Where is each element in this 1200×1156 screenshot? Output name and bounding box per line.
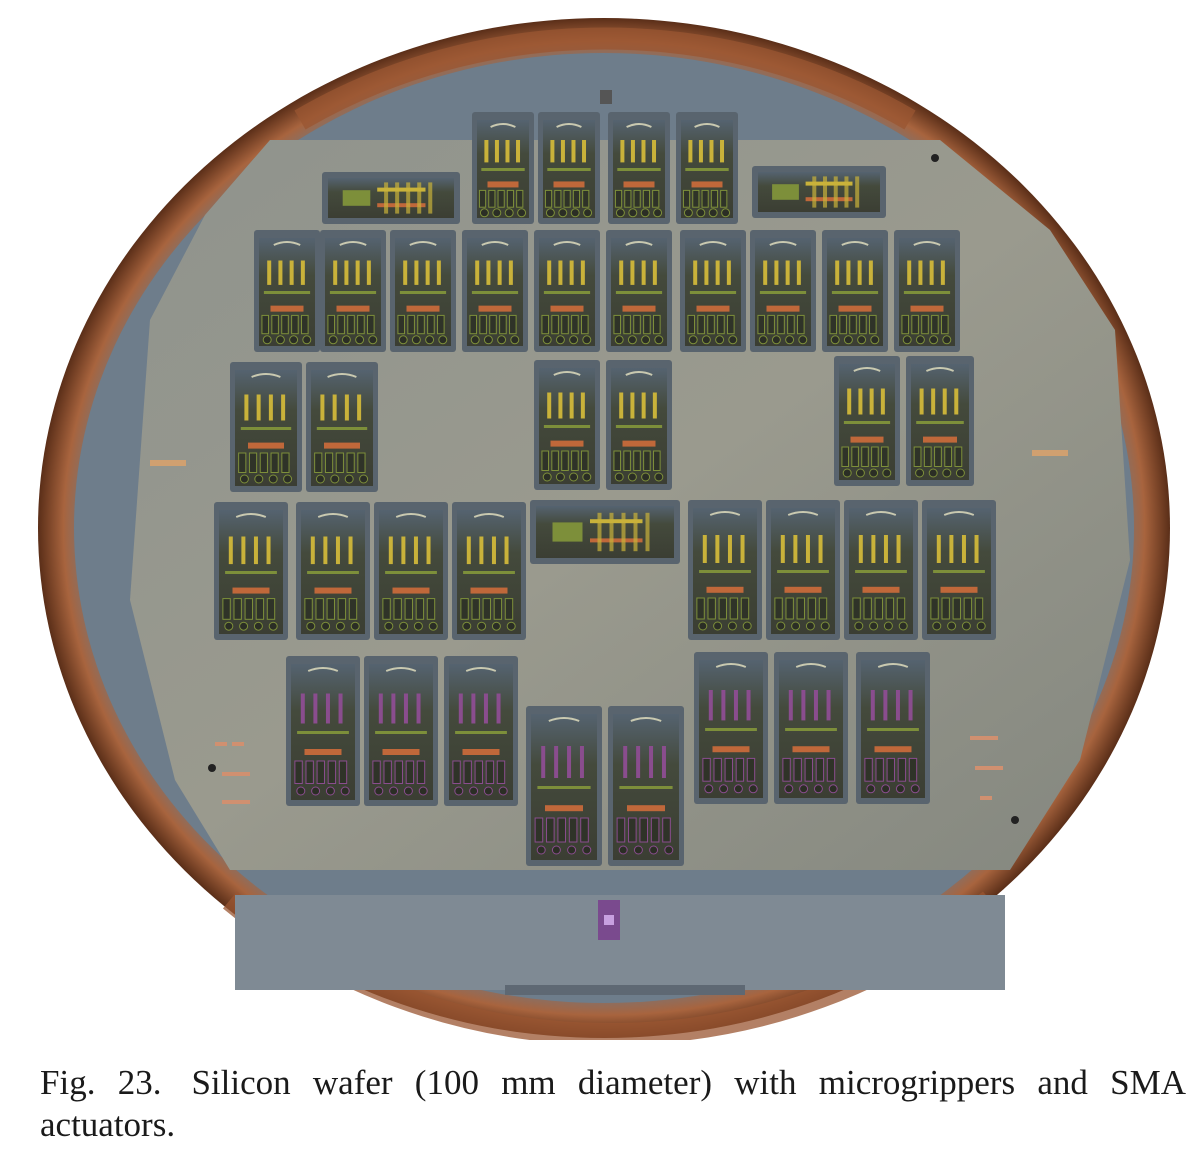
figure-caption-text: Silicon wafer (100 mm diameter) with mic… <box>40 1063 1186 1144</box>
microgripper-die <box>688 500 762 640</box>
microgripper-dies <box>214 112 996 866</box>
microgripper-die <box>534 230 600 352</box>
microgripper-die <box>538 112 600 224</box>
sma-actuator-die <box>530 500 680 564</box>
alignment-mark-left <box>150 460 186 466</box>
microgripper-die <box>472 112 534 224</box>
test-pads-right <box>970 736 1003 800</box>
microgripper-die <box>606 360 672 490</box>
microgripper-die <box>374 502 448 640</box>
microgripper-die <box>922 500 996 640</box>
microgripper-die <box>254 230 320 352</box>
sma-actuator-die <box>322 172 460 224</box>
microgripper-die <box>750 230 816 352</box>
microgripper-die <box>296 502 370 640</box>
test-pads-left <box>215 742 250 804</box>
microgripper-die <box>320 230 386 352</box>
microgripper-die <box>774 652 848 804</box>
sma-actuator-die <box>752 166 886 218</box>
microgripper-die <box>214 502 288 640</box>
microgripper-die <box>844 500 918 640</box>
microgripper-die <box>230 362 302 492</box>
silicon-wafer-photo <box>38 18 1170 1040</box>
figure-caption: Fig. 23. Silicon wafer (100 mm diameter) … <box>40 1062 1186 1146</box>
microgripper-die <box>676 112 738 224</box>
microgripper-die <box>526 706 602 866</box>
microgripper-die <box>894 230 960 352</box>
microgripper-die <box>822 230 888 352</box>
microgripper-die <box>534 360 600 490</box>
microgripper-die <box>390 230 456 352</box>
microgripper-die <box>364 656 438 806</box>
figure-label: Fig. 23. <box>40 1063 162 1102</box>
microgripper-die <box>608 112 670 224</box>
microgripper-die <box>856 652 930 804</box>
rim-tape-top <box>294 27 916 130</box>
microgripper-die <box>766 500 840 640</box>
microgripper-die <box>444 656 518 806</box>
microgripper-die <box>834 356 900 486</box>
microgripper-die <box>286 656 360 806</box>
wafer-figure <box>38 18 1170 1040</box>
alignment-mark-right <box>1032 450 1068 456</box>
microgripper-die <box>306 362 378 492</box>
microgripper-die <box>462 230 528 352</box>
microgripper-die <box>694 652 768 804</box>
microgripper-die <box>906 356 974 486</box>
microgripper-die <box>608 706 684 866</box>
microgripper-die <box>606 230 672 352</box>
microgripper-die <box>680 230 746 352</box>
microgripper-die <box>452 502 526 640</box>
